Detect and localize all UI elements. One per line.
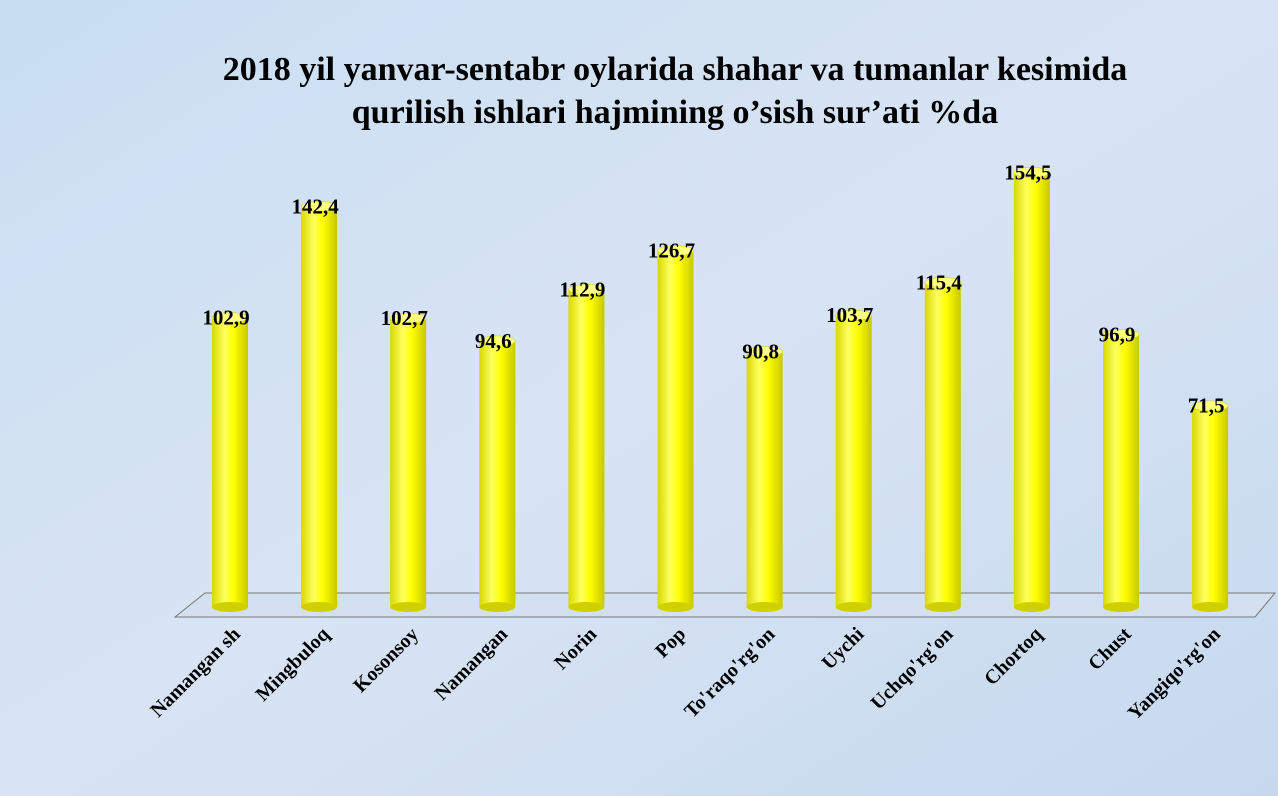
bar (1103, 334, 1139, 607)
data-label: 126,7 (648, 238, 695, 262)
bar (568, 289, 605, 607)
bar-top (835, 310, 872, 321)
bar (1192, 405, 1229, 607)
data-label: 112,9 (559, 277, 605, 301)
bar-base (1192, 602, 1229, 612)
bar-top (568, 284, 605, 295)
bar-base (1103, 602, 1139, 612)
bar-base (746, 602, 783, 612)
bar (212, 317, 248, 607)
bar (1013, 172, 1050, 607)
data-label: 115,4 (916, 270, 963, 294)
bar-top (211, 312, 249, 323)
data-label: 142,4 (291, 194, 339, 218)
bar-base (212, 602, 248, 612)
bar-base (390, 602, 427, 612)
bar-base (924, 602, 961, 612)
data-label: 71,5 (1188, 394, 1225, 418)
floor (173, 592, 1277, 618)
bar-top (389, 312, 427, 324)
data-label: 102,9 (202, 305, 249, 329)
bar (835, 315, 872, 607)
bar-top (657, 245, 694, 256)
bar (301, 206, 338, 607)
bar-top (1102, 329, 1140, 340)
bar (479, 340, 516, 607)
data-label: 103,7 (826, 303, 873, 327)
data-label: 96,9 (1099, 322, 1136, 346)
data-label: 94,6 (475, 329, 512, 353)
bar-top (1013, 167, 1051, 178)
data-label: 102,7 (381, 306, 428, 330)
bar (657, 250, 694, 607)
bar-top (479, 335, 516, 347)
bar (390, 318, 427, 607)
bar-top (1191, 400, 1229, 412)
bar-base (301, 602, 338, 612)
bar-top (300, 201, 338, 212)
bar-base (1013, 602, 1050, 612)
bar (746, 351, 783, 607)
data-label: 90,8 (742, 339, 779, 363)
data-label: 154,5 (1004, 160, 1051, 184)
bar-base (657, 602, 694, 612)
chart-title: qurilish ishlari hajmining o’sish sur’at… (352, 94, 998, 131)
bar (924, 282, 961, 607)
bar-top (924, 277, 962, 288)
bar-top (746, 346, 783, 357)
bar-base (479, 602, 516, 612)
bar-base (568, 602, 605, 612)
bar-base (835, 602, 872, 612)
chart-title: 2018 yil yanvar-sentabr oylarida shahar … (223, 51, 1128, 88)
